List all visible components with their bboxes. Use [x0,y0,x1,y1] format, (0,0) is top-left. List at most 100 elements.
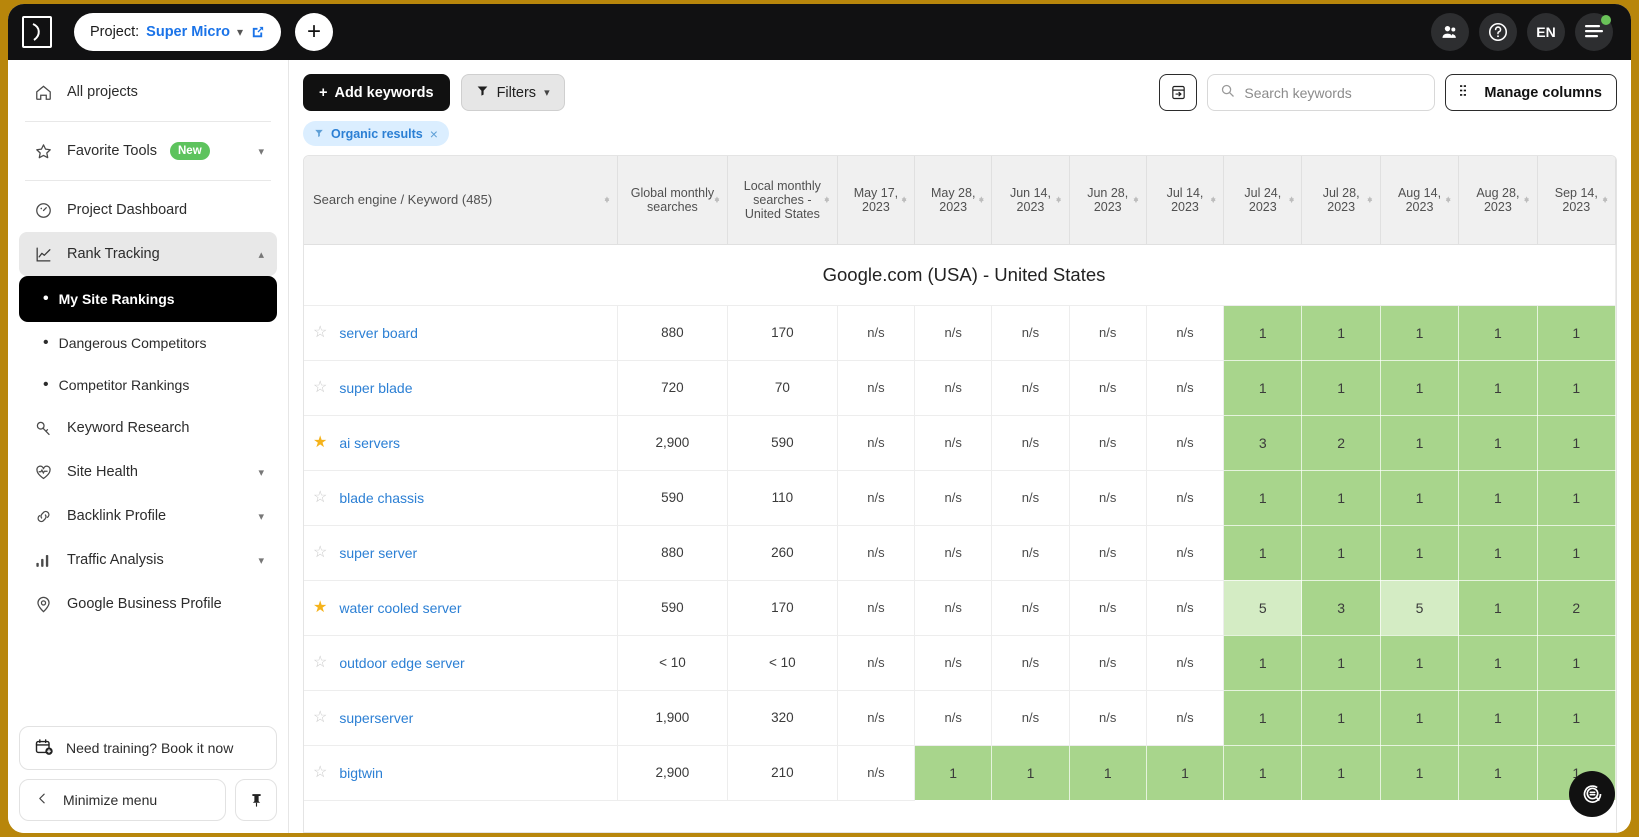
rank-cell-not-seen[interactable]: n/s [837,360,916,416]
star-outline-icon[interactable]: ☆ [313,543,328,561]
star-outline-icon[interactable]: ☆ [313,488,328,506]
table-view-icon[interactable] [1159,74,1198,111]
rank-cell-not-seen[interactable]: n/s [991,360,1070,416]
project-selector[interactable]: Project: Super Micro ▾ [74,13,281,51]
rank-cell-not-seen[interactable]: n/s [914,525,993,581]
keyword-link[interactable]: water cooled server [339,599,462,616]
rank-cell[interactable]: 1 [1223,690,1303,746]
rank-cell[interactable]: 5 [1223,580,1303,636]
rank-cell-not-seen[interactable]: n/s [1069,690,1147,746]
rank-cell[interactable]: 1 [1458,690,1538,746]
rank-cell-not-seen[interactable]: n/s [837,305,916,361]
rank-cell[interactable]: 1 [1458,470,1538,526]
star-filled-icon[interactable]: ★ [313,598,328,616]
rank-cell[interactable]: 1 [1146,745,1225,801]
rank-cell-not-seen[interactable]: n/s [914,635,993,691]
rankings-table-container[interactable]: Search engine / Keyword (485) ▲ ▼ Global … [303,155,1617,833]
sidebar-item-favorite-tools[interactable]: Favorite Tools New ▾ [19,129,277,173]
sidebar-item-my-site-rankings[interactable]: • My Site Rankings [19,276,277,322]
table-row[interactable]: ☆ server board 880 170 n/s n/s n/s n/s n/s 1 1 1 1 1 [304,305,1616,361]
book-training-button[interactable]: Need training? Book it now [19,726,277,770]
star-outline-icon[interactable]: ☆ [313,323,328,341]
help-icon[interactable] [1479,13,1517,51]
col-header-local-monthly-searches[interactable]: Local monthly searches - United States ▲… [727,156,838,245]
star-filled-icon[interactable]: ★ [313,433,328,451]
rank-cell[interactable]: 1 [1301,470,1381,526]
rank-cell[interactable]: 1 [1537,690,1616,746]
rank-cell-not-seen[interactable]: n/s [914,690,993,746]
rank-cell-not-seen[interactable]: n/s [914,580,993,636]
rank-cell-not-seen[interactable]: n/s [1069,525,1147,581]
search-input[interactable] [1244,84,1423,101]
rank-cell[interactable]: 1 [1069,745,1147,801]
sort-icon[interactable]: ▲ ▼ [1131,193,1140,205]
language-selector[interactable]: EN [1527,13,1565,51]
rank-cell-not-seen[interactable]: n/s [991,635,1070,691]
pin-icon[interactable] [235,779,277,821]
table-row[interactable]: ☆ bigtwin 2,900 210 n/s 1 1 1 1 1 1 1 1 1 [304,745,1616,801]
sidebar-item-competitor-rankings[interactable]: • Competitor Rankings [19,364,277,406]
rank-cell-not-seen[interactable]: n/s [914,305,993,361]
rank-cell[interactable]: 2 [1537,580,1616,636]
keyword-link[interactable]: ai servers [339,434,401,451]
sort-icon[interactable]: ▲ ▼ [1287,193,1296,205]
rank-cell-not-seen[interactable]: n/s [837,470,916,526]
rank-cell[interactable]: 1 [1380,415,1460,471]
rank-cell[interactable]: 1 [1380,525,1460,581]
rank-cell-not-seen[interactable]: n/s [1146,525,1225,581]
rank-cell[interactable]: 1 [1223,360,1303,416]
chevron-down-icon[interactable]: ▾ [258,145,264,158]
sidebar-item-backlink-profile[interactable]: Backlink Profile ▾ [19,494,277,538]
close-icon[interactable]: × [429,125,438,142]
rank-cell-not-seen[interactable]: n/s [1146,470,1225,526]
sort-icon[interactable]: ▲ ▼ [1601,193,1609,205]
rank-cell[interactable]: 1 [1380,360,1460,416]
table-row[interactable]: ☆ outdoor edge server < 10 < 10 n/s n/s n/s n/s… [304,635,1616,691]
keyword-link[interactable]: outdoor edge server [339,654,465,671]
sidebar-item-traffic-analysis[interactable]: Traffic Analysis ▾ [19,538,277,582]
chat-bubble-icon[interactable] [1569,771,1615,817]
chevron-down-icon[interactable]: ▾ [258,466,264,479]
rank-cell[interactable]: 1 [914,745,993,801]
sidebar-item-google-business-profile[interactable]: Google Business Profile [19,582,277,626]
rank-cell-not-seen[interactable]: n/s [991,305,1070,361]
rank-cell[interactable]: 1 [1380,690,1460,746]
rank-cell[interactable]: 1 [1458,360,1538,416]
users-icon[interactable] [1431,13,1469,51]
star-outline-icon[interactable]: ☆ [313,708,328,726]
sidebar-item-dangerous-competitors[interactable]: • Dangerous Competitors [19,322,277,364]
keyword-link[interactable]: super server [339,544,418,561]
hamburger-menu-icon[interactable] [1575,13,1613,51]
rank-cell[interactable]: 1 [1301,635,1381,691]
rank-cell[interactable]: 1 [1537,415,1616,471]
rank-cell[interactable]: 1 [1537,470,1616,526]
rank-cell-not-seen[interactable]: n/s [837,580,916,636]
filter-chip-organic-results[interactable]: Organic results × [303,121,449,146]
rank-cell[interactable]: 1 [1223,470,1303,526]
col-header-date-8[interactable]: Aug 28, 2023 ▲ ▼ [1458,156,1538,245]
sort-icon[interactable]: ▲ ▼ [822,193,831,205]
rank-cell-not-seen[interactable]: n/s [1069,360,1147,416]
filters-button[interactable]: Filters ▾ [460,74,565,111]
rank-cell-not-seen[interactable]: n/s [991,415,1070,471]
rank-cell-not-seen[interactable]: n/s [1069,305,1147,361]
sort-icon[interactable]: ▲ ▼ [1054,193,1063,205]
rank-cell[interactable]: 1 [1537,360,1616,416]
rank-cell-not-seen[interactable]: n/s [1146,580,1225,636]
rank-cell[interactable]: 1 [991,745,1070,801]
keyword-link[interactable]: superserver [339,709,414,726]
table-row[interactable]: ★ water cooled server 590 170 n/s n/s n/s n/s n/… [304,580,1616,636]
col-header-date-4[interactable]: Jul 14, 2023 ▲ ▼ [1146,156,1225,245]
col-header-date-2[interactable]: Jun 14, 2023 ▲ ▼ [991,156,1070,245]
table-row[interactable]: ☆ super blade 720 70 n/s n/s n/s n/s n/s 1 1 1 1 1 [304,360,1616,416]
col-header-date-1[interactable]: May 28, 2023 ▲ ▼ [914,156,993,245]
col-header-date-3[interactable]: Jun 28, 2023 ▲ ▼ [1069,156,1147,245]
rank-cell[interactable]: 1 [1380,470,1460,526]
rank-cell[interactable]: 2 [1301,415,1381,471]
rank-cell[interactable]: 1 [1223,635,1303,691]
rank-cell[interactable]: 1 [1223,305,1303,361]
keyword-link[interactable]: server board [339,324,418,341]
sidebar-item-project-dashboard[interactable]: Project Dashboard [19,188,277,232]
col-header-global-monthly-searches[interactable]: Global monthly searches ▲ ▼ [617,156,728,245]
rank-cell-not-seen[interactable]: n/s [1069,635,1147,691]
